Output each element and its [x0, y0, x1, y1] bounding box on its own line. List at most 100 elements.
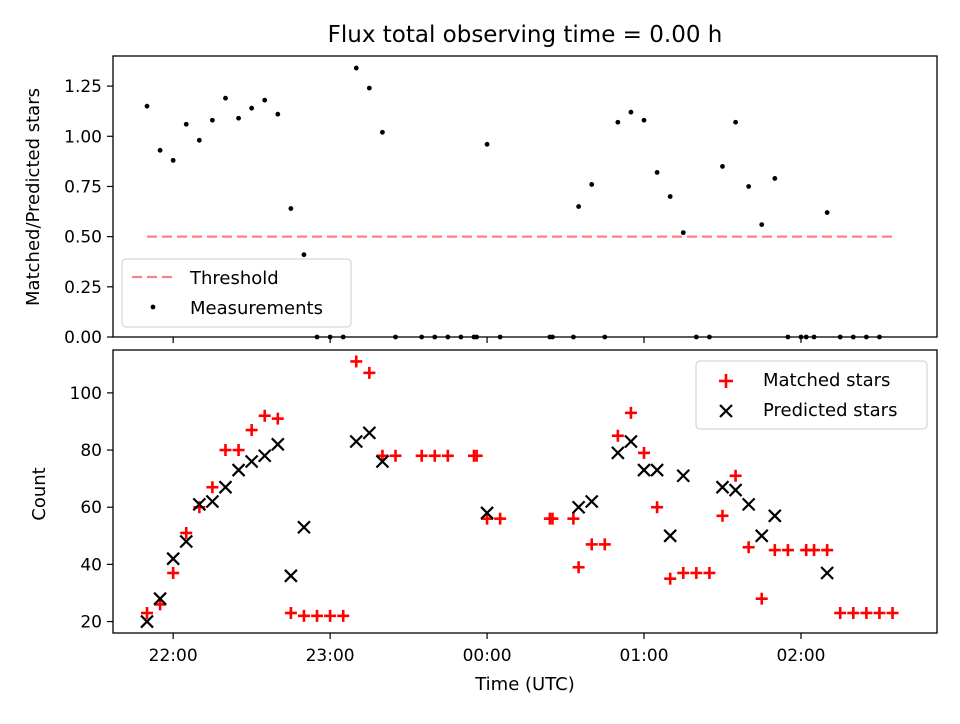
ratio-axes-frame	[112, 55, 938, 338]
count-y-tick-label: 60	[80, 498, 102, 518]
predicted-star-point	[179, 534, 194, 549]
matched-star-point	[611, 429, 624, 442]
predicted-star-point	[140, 614, 154, 629]
matched-legend-swatch	[719, 374, 733, 388]
matched-star-point	[677, 566, 690, 579]
predicted-star-point	[663, 529, 677, 543]
matched-star-point	[755, 592, 768, 605]
measurement-point	[249, 105, 255, 111]
predicted-star-point	[637, 463, 651, 477]
predicted-star-point	[571, 500, 586, 515]
matched-star-point	[494, 512, 507, 525]
matched-star-point	[690, 566, 703, 579]
matched-star-point	[572, 561, 585, 574]
count-y-axis-label: Count	[29, 467, 50, 520]
measurement-point	[667, 194, 673, 199]
ratio-legend: Threshold Measurements	[121, 258, 352, 328]
predicted-star-point	[244, 454, 259, 469]
predicted-star-point	[153, 591, 167, 606]
predicted-star-point	[231, 463, 246, 477]
ratio-y-tick-label: 1.00	[64, 127, 102, 147]
matched-star-point	[180, 526, 193, 539]
predicted-star-point	[362, 426, 377, 440]
count-x-tick-label: 02:00	[776, 646, 825, 666]
matched-stars-points	[141, 355, 899, 622]
predicted-star-point	[375, 454, 390, 469]
measurement-point	[157, 147, 163, 153]
measurement-point	[366, 85, 372, 91]
predicted-star-point	[624, 434, 638, 449]
matched-star-point	[441, 449, 454, 462]
matched-legend-label: Matched stars	[763, 370, 890, 391]
matched-star-point	[598, 538, 611, 551]
measurement-point	[353, 65, 359, 71]
measurement-point	[223, 95, 228, 101]
matched-star-point	[703, 566, 716, 579]
matched-star-point	[821, 544, 834, 557]
measurements-legend-swatch	[150, 304, 156, 310]
ratio-plot-area: 0.00 0.25 0.50 0.75 1.00 1.25	[64, 55, 938, 348]
predicted-star-point	[820, 566, 834, 580]
count-y-tick-label: 40	[80, 555, 102, 575]
measurement-point	[288, 206, 294, 211]
matched-star-point	[624, 406, 637, 419]
matched-star-point	[886, 606, 899, 619]
measurement-point	[301, 252, 307, 258]
count-plot-area: 20 40 60 80 100 22:00 23:00 00:00 01:00 02:00	[70, 349, 938, 666]
matched-star-point	[481, 512, 494, 525]
predicted-star-point	[754, 529, 769, 543]
predicted-star-point	[741, 497, 756, 512]
matched-star-point	[808, 544, 821, 557]
matched-star-point	[141, 606, 154, 619]
matched-star-point	[847, 606, 860, 619]
predicted-star-point	[676, 468, 691, 483]
matched-star-point	[651, 501, 664, 514]
matched-star-point	[742, 541, 755, 554]
matched-star-point	[834, 606, 847, 619]
ratio-y-tick-label: 0.75	[64, 177, 102, 197]
matched-star-point	[664, 572, 677, 585]
matched-star-point	[546, 512, 559, 525]
ratio-y-tick-label: 0.50	[64, 228, 102, 248]
ratio-y-axis-label: Matched/Predicted stars	[23, 88, 44, 306]
count-axes-frame	[112, 349, 938, 634]
predicted-star-point	[218, 480, 233, 494]
measurement-point	[824, 210, 830, 215]
matched-star-point	[585, 538, 598, 551]
matched-star-point	[271, 412, 284, 425]
matched-star-point	[297, 609, 310, 622]
predicted-star-point	[284, 569, 298, 583]
ratio-y-tick-label: 0.00	[64, 328, 102, 348]
matched-star-point	[567, 512, 580, 525]
measurement-point	[236, 115, 241, 121]
count-y-tick-label: 20	[80, 613, 102, 633]
measurement-point	[196, 137, 202, 143]
top-chart-title: Flux total observing time = 0.00 h	[328, 22, 723, 48]
measurement-point	[680, 230, 686, 236]
matched-star-point	[415, 449, 428, 462]
measurement-point	[210, 117, 215, 123]
predicted-star-point	[715, 480, 730, 494]
measurement-point	[170, 157, 176, 163]
predicted-star-point	[205, 494, 220, 509]
measurement-point	[380, 129, 385, 135]
matched-star-point	[219, 444, 232, 457]
predicted-star-point	[650, 463, 664, 477]
predicted-star-point	[584, 494, 599, 509]
predicted-legend-swatch	[719, 404, 733, 418]
predicted-legend-label: Predicted stars	[763, 400, 897, 421]
matched-star-point	[376, 449, 389, 462]
matched-star-point	[232, 444, 245, 457]
matched-star-point	[167, 566, 180, 579]
measurement-point	[275, 111, 281, 117]
measurement-point	[262, 97, 268, 103]
measurement-point	[641, 117, 647, 123]
count-x-tick-label: 00:00	[463, 646, 512, 666]
matched-star-point	[768, 544, 781, 557]
matched-star-point	[324, 609, 337, 622]
matched-star-point	[311, 609, 324, 622]
predicted-star-point	[297, 520, 311, 535]
measurement-point	[144, 103, 150, 109]
predicted-stars-points	[140, 426, 834, 629]
